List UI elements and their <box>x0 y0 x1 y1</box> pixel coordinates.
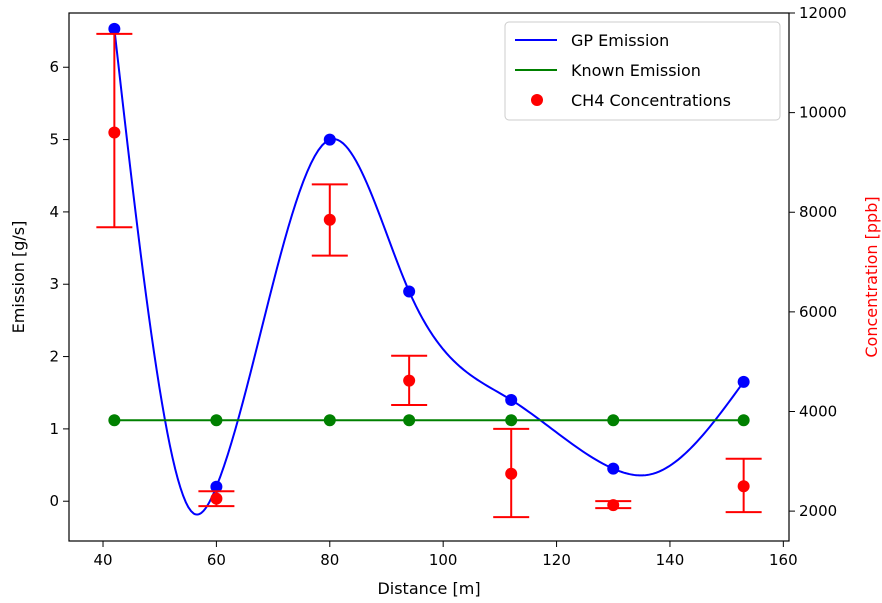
x-tick-label: 100 <box>429 551 458 569</box>
ch4-point <box>607 499 620 512</box>
y-right-tick-label: 2000 <box>799 502 837 520</box>
x-tick-label: 80 <box>320 551 339 569</box>
x-tick-label: 40 <box>93 551 112 569</box>
ch4-point <box>108 126 121 139</box>
legend-label: Known Emission <box>571 61 701 80</box>
x-tick-label: 140 <box>656 551 685 569</box>
y-right-tick-label: 4000 <box>799 402 837 420</box>
y-left-tick-label: 0 <box>49 492 59 510</box>
known-emission-point <box>737 414 750 427</box>
gp-emission-point <box>607 462 620 475</box>
ch4-point <box>737 480 750 493</box>
ch4-point <box>210 492 223 505</box>
y-right-tick-label: 12000 <box>799 4 847 22</box>
x-axis-label: Distance [m] <box>377 579 480 598</box>
y-right-tick-label: 8000 <box>799 203 837 221</box>
gp-emission-point <box>403 285 416 298</box>
y-left-tick-label: 1 <box>49 420 59 438</box>
legend-box <box>504 21 781 121</box>
legend-marker <box>531 94 543 106</box>
x-tick-label: 60 <box>207 551 226 569</box>
y-left-tick-label: 4 <box>49 203 59 221</box>
known-emission-point <box>210 414 223 427</box>
ch4-point <box>323 213 336 226</box>
ch4-point <box>505 467 518 480</box>
y-left-tick-label: 2 <box>49 348 59 366</box>
axes: 40 60 80 100 120 140 160 0 1 2 3 4 5 6 2000 4000 6000 800… <box>49 4 846 569</box>
x-tick-label: 160 <box>769 551 798 569</box>
y-axis-right-label: Concentration [ppb] <box>862 196 881 357</box>
y-left-tick-label: 3 <box>49 275 59 293</box>
ch4-point <box>403 374 416 387</box>
legend-label: GP Emission <box>571 31 669 50</box>
known-emission-point <box>505 414 518 427</box>
legend-label: CH4 Concentrations <box>571 91 731 110</box>
x-tick-label: 120 <box>542 551 571 569</box>
gp-emission-point <box>737 375 750 388</box>
gp-emission-point <box>210 480 223 493</box>
known-emission-point <box>403 414 416 427</box>
gp-emission-point <box>505 393 518 406</box>
gp-emission-point <box>323 133 336 146</box>
gp-emission-point <box>108 22 121 35</box>
known-emission-point <box>108 414 121 427</box>
axes-frame <box>68 12 790 542</box>
y-right-tick-label: 10000 <box>799 104 847 122</box>
plot-area <box>96 22 762 519</box>
y-left-tick-label: 6 <box>49 58 59 76</box>
y-right-tick-label: 6000 <box>799 303 837 321</box>
y-axis-left-label: Emission [g/s] <box>9 221 28 334</box>
known-emission-point <box>607 414 620 427</box>
known-emission-point <box>323 414 336 427</box>
legend: GP Emission Known Emission CH4 Concentrati… <box>504 21 781 121</box>
y-left-tick-label: 5 <box>49 131 59 149</box>
